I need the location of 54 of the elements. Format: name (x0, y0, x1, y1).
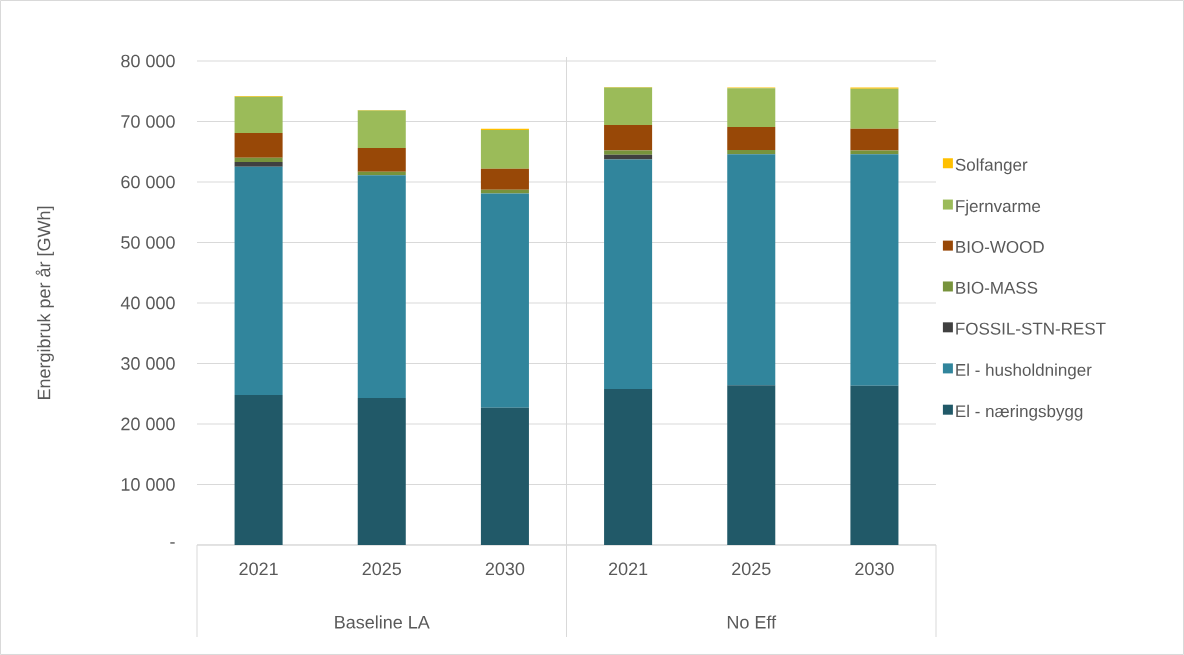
legend-label: BIO-WOOD (956, 240, 1044, 253)
text: No Eff (727, 615, 777, 629)
bar (357, 175, 406, 398)
bar (604, 154, 653, 160)
bar (604, 125, 653, 151)
y-tick-label: 20 000 (121, 417, 175, 431)
bar (480, 168, 529, 190)
y-tick-label: 50 000 (121, 236, 175, 249)
y-tick-label: 60 000 (121, 175, 175, 189)
bar (604, 159, 653, 389)
bar (850, 385, 899, 545)
y-tick-label: 80 000 (121, 54, 175, 68)
y-tick-label: 30 000 (121, 357, 175, 370)
bar (234, 166, 283, 395)
legend-label: Fjernvarme (956, 199, 1041, 216)
bar (480, 407, 529, 545)
y-tick-label: 70 000 (121, 115, 175, 128)
bar (850, 128, 899, 151)
bar (480, 129, 529, 169)
bar (234, 132, 283, 158)
bar (480, 193, 529, 408)
x-tick-label: 2025 (362, 562, 402, 576)
text: Baseline LA (335, 615, 430, 629)
bar (234, 394, 283, 545)
bar (234, 96, 283, 133)
legend-label: El - næringsbygg (956, 404, 1083, 421)
x-tick-label: 2021 (239, 562, 278, 576)
bar (850, 154, 899, 386)
x-tick-label: 2021 (608, 562, 648, 576)
bar (727, 88, 776, 127)
bar (604, 150, 653, 155)
bar (727, 154, 776, 386)
bar (850, 88, 899, 129)
x-tick-label: 2030 (485, 562, 525, 576)
legend-label: FOSSIL-STN-REST (956, 322, 1106, 335)
y-axis-title: Energibruk per år [GWh] (35, 206, 54, 400)
bar (234, 162, 283, 167)
y-tick-label: 40 000 (120, 296, 175, 310)
y-tick-label: - (170, 542, 175, 544)
bar (727, 149, 776, 155)
bar (234, 157, 283, 163)
legend-label: El - husholdninger (956, 363, 1092, 380)
bar (727, 126, 776, 150)
bar (604, 388, 653, 545)
legend-label: BIO-MASS (956, 281, 1038, 294)
x-tick-label: 2025 (732, 562, 771, 576)
legend-label: Solfanger (955, 158, 1028, 175)
bar (357, 148, 406, 172)
bar (727, 385, 776, 545)
bar (357, 397, 406, 545)
x-tick-label: 2030 (855, 562, 894, 576)
y-tick-label: 10 000 (121, 478, 175, 491)
bar (604, 87, 653, 126)
bar (357, 110, 406, 149)
